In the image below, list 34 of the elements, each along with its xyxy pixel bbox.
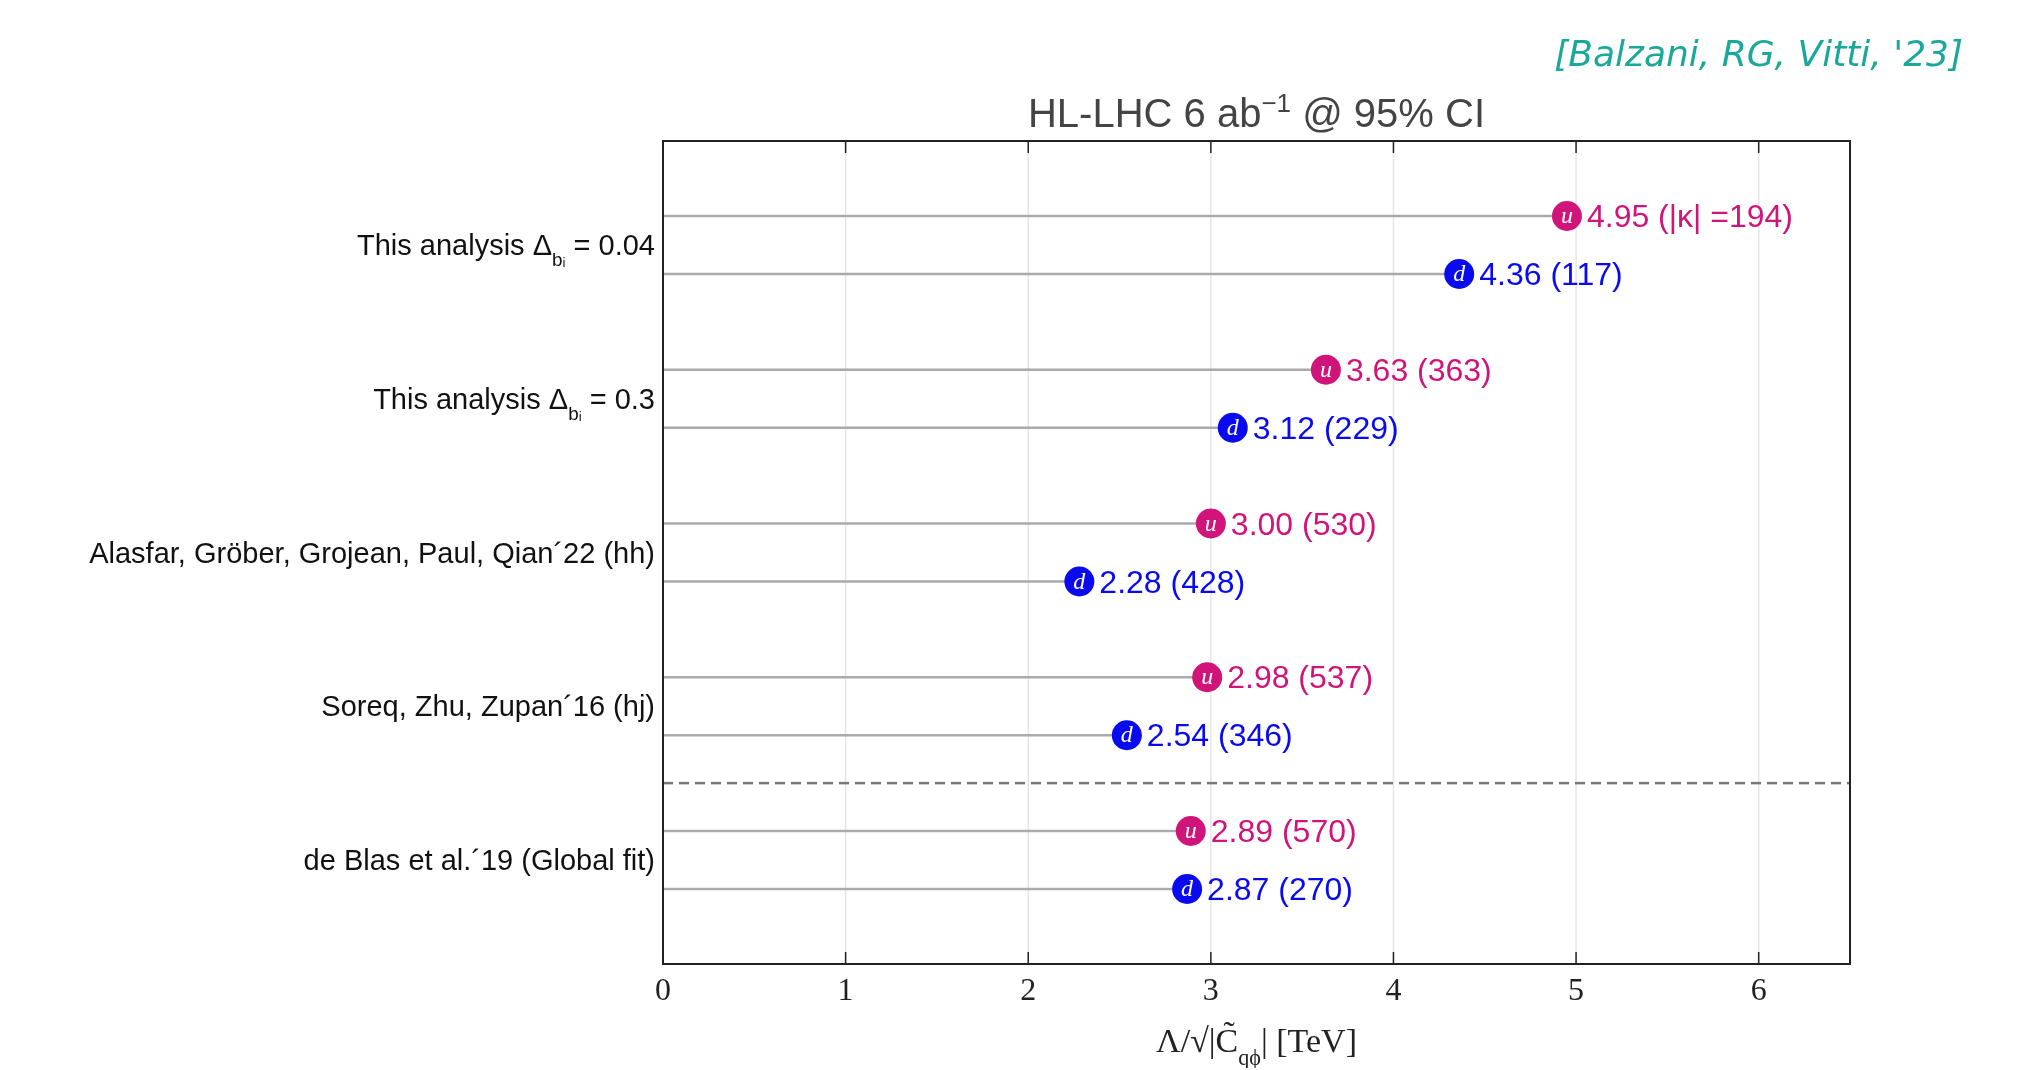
y-tick-label: Alasfar, Gröber, Grojean, Paul, Qian´22 (hh)	[89, 536, 655, 569]
y-tick-label: Soreq, Zhu, Zupan´16 (hj)	[321, 690, 655, 723]
x-tick-label: 2	[1020, 971, 1037, 1007]
x-tick-label: 6	[1750, 971, 1767, 1007]
x-tick-label: 1	[837, 971, 854, 1007]
text: d	[1453, 260, 1466, 286]
data-label: 2.54 (346)	[1146, 717, 1293, 754]
x-tick-label: 3	[1202, 971, 1219, 1007]
data-label: 4.36 (117)	[1479, 256, 1623, 292]
text: d	[1181, 875, 1194, 901]
x-tick-label: 4	[1385, 971, 1402, 1007]
data-label: 2.28 (428)	[1099, 563, 1246, 600]
x-tick-label: 5	[1568, 971, 1585, 1007]
data-label: 2.87 (270)	[1207, 871, 1353, 907]
data-label: 2.89 (570)	[1210, 813, 1357, 849]
text: d	[1120, 721, 1133, 748]
series-label: u	[1201, 663, 1214, 690]
chart-title: HL-LHC 6 ab$^{−1}$ @ 95% CI	[1027, 88, 1486, 135]
text: u	[1319, 355, 1332, 382]
text: d	[1226, 413, 1239, 440]
data-label: 3.63 (363)	[1345, 351, 1492, 388]
text: u	[1184, 817, 1197, 843]
data-label: 4.95 (|κ| =194)	[1586, 198, 1794, 234]
series-label: d	[1073, 567, 1087, 594]
y-tick-label: de Blas et al.´19 (Global fit)	[303, 844, 655, 876]
y-tick-label: This analysis Δ$_{bᵢ}$ = 0.3	[373, 382, 655, 424]
x-tick-label: 0	[655, 971, 671, 1007]
text: [Balzani, RG, Vitti, '23]	[1554, 33, 1963, 74]
data-label: 3.12 (229)	[1252, 409, 1399, 446]
text: u	[1204, 509, 1217, 536]
data-label: 3.00 (530)	[1230, 505, 1377, 542]
y-tick-label: This analysis Δ$_{bᵢ}$ = 0.04	[357, 229, 655, 270]
data-label: 2.98 (537)	[1227, 659, 1374, 696]
text: u	[1560, 202, 1573, 228]
